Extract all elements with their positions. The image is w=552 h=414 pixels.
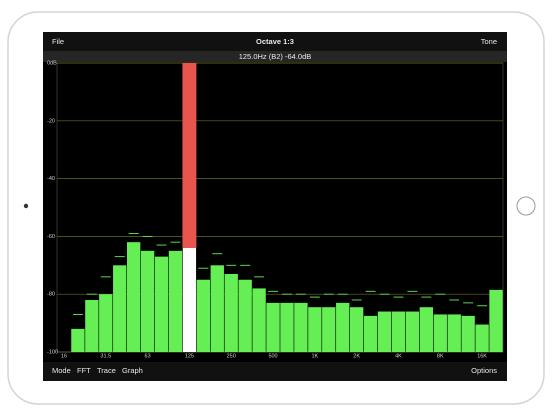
x-tick-label: 63 <box>145 353 151 359</box>
bottom-menu-item[interactable]: Graph <box>122 366 143 375</box>
bar <box>266 302 280 352</box>
x-tick-label: 8K <box>437 353 444 359</box>
y-tick-label: -60 <box>47 234 55 240</box>
bar <box>99 294 113 352</box>
bar <box>461 315 475 352</box>
bar <box>475 324 489 352</box>
file-menu[interactable]: File <box>52 37 64 46</box>
bar <box>391 311 406 352</box>
bar <box>322 307 336 352</box>
y-tick-label: 0dB <box>47 60 57 66</box>
bar <box>377 311 392 352</box>
home-button[interactable] <box>516 196 536 216</box>
y-tick-label: -100 <box>47 349 58 355</box>
tone-button[interactable]: Tone <box>481 37 497 46</box>
camera <box>23 203 29 209</box>
bar <box>433 314 447 352</box>
selection-highlight <box>182 63 197 248</box>
bar <box>405 311 420 352</box>
x-tick-label: 2K <box>353 353 360 359</box>
bar <box>168 250 183 352</box>
bar <box>154 256 169 352</box>
x-tick-label: 250 <box>227 353 236 359</box>
bottom-menu-item[interactable]: FFT <box>77 366 91 375</box>
bar <box>308 307 322 352</box>
x-tick-label: 125 <box>185 353 194 359</box>
top-bar <box>43 32 507 51</box>
options-button[interactable]: Options <box>471 366 497 375</box>
x-tick-label: 16K <box>477 353 487 359</box>
bar <box>252 288 266 352</box>
bar <box>280 302 294 352</box>
readout: 125.0Hz (B2) -64.0dB <box>239 52 312 61</box>
bar <box>210 265 224 352</box>
y-tick-label: -20 <box>47 118 55 124</box>
bar <box>336 302 350 352</box>
y-tick-label: -40 <box>47 176 55 182</box>
bar <box>419 307 434 352</box>
x-tick-label: 31.5 <box>100 353 111 359</box>
x-tick-label: 16 <box>61 353 67 359</box>
bottom-menu-item[interactable]: Mode <box>52 366 71 375</box>
bar <box>140 250 155 352</box>
bar <box>224 273 238 352</box>
bar <box>447 314 461 352</box>
x-tick-label: 4K <box>395 353 402 359</box>
bar <box>489 289 503 352</box>
bar <box>126 242 141 352</box>
x-tick-label: 500 <box>268 353 277 359</box>
bar <box>71 328 85 352</box>
bar <box>113 265 127 352</box>
readout-bar <box>43 51 507 62</box>
bar <box>349 307 364 352</box>
bar <box>182 247 197 352</box>
bottom-bar <box>43 362 507 381</box>
bar <box>85 299 99 352</box>
screen-title: Octave 1:3 <box>256 37 294 46</box>
bottom-menu-item[interactable]: Trace <box>97 366 116 375</box>
bar <box>196 279 211 352</box>
bar <box>363 315 378 352</box>
x-tick-label: 1K <box>311 353 318 359</box>
bar <box>294 302 308 352</box>
bar <box>238 279 252 352</box>
y-tick-label: -80 <box>47 292 55 298</box>
